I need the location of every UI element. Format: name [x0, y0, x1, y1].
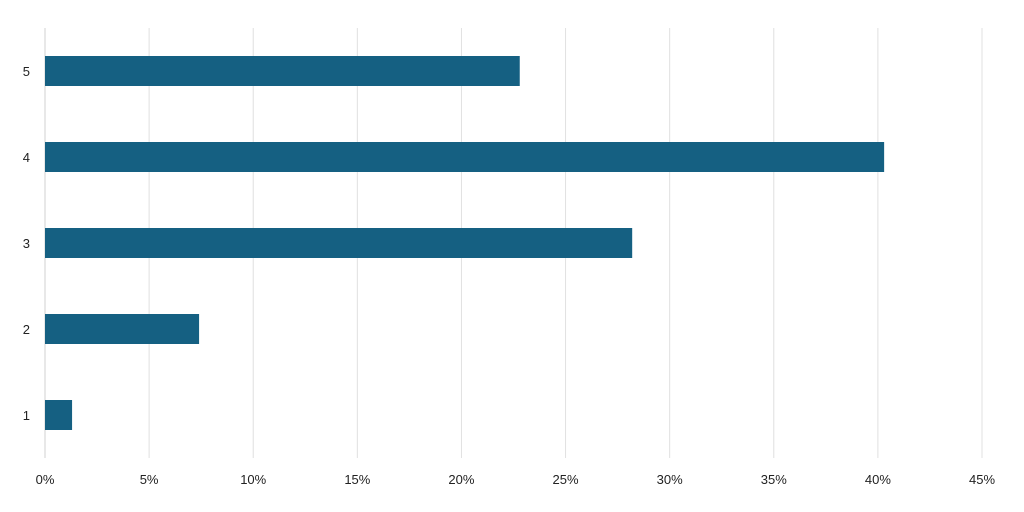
x-tick-label: 40%: [865, 472, 891, 487]
x-tick-label: 0%: [36, 472, 55, 487]
bars: [45, 56, 885, 430]
x-tick-label: 10%: [240, 472, 266, 487]
bar-5: [45, 56, 520, 86]
x-tick-label: 35%: [761, 472, 787, 487]
x-tick-label: 30%: [657, 472, 683, 487]
x-tick-labels: 0% 5% 10% 15% 20% 25% 30% 35% 40% 45%: [36, 472, 996, 487]
category-label: 2: [23, 322, 30, 337]
x-tick-label: 15%: [344, 472, 370, 487]
category-label: 3: [23, 236, 30, 251]
x-tick-label: 45%: [969, 472, 995, 487]
category-label: 1: [23, 408, 30, 423]
x-tick-label: 20%: [448, 472, 474, 487]
bar-1: [45, 400, 73, 430]
category-label: 5: [23, 64, 30, 79]
bar-3: [45, 228, 633, 258]
x-tick-label: 5%: [140, 472, 159, 487]
category-labels: 5 4 3 2 1: [23, 64, 30, 423]
x-tick-label: 25%: [553, 472, 579, 487]
category-label: 4: [23, 150, 30, 165]
bar-2: [45, 314, 200, 344]
bar-4: [45, 142, 885, 172]
